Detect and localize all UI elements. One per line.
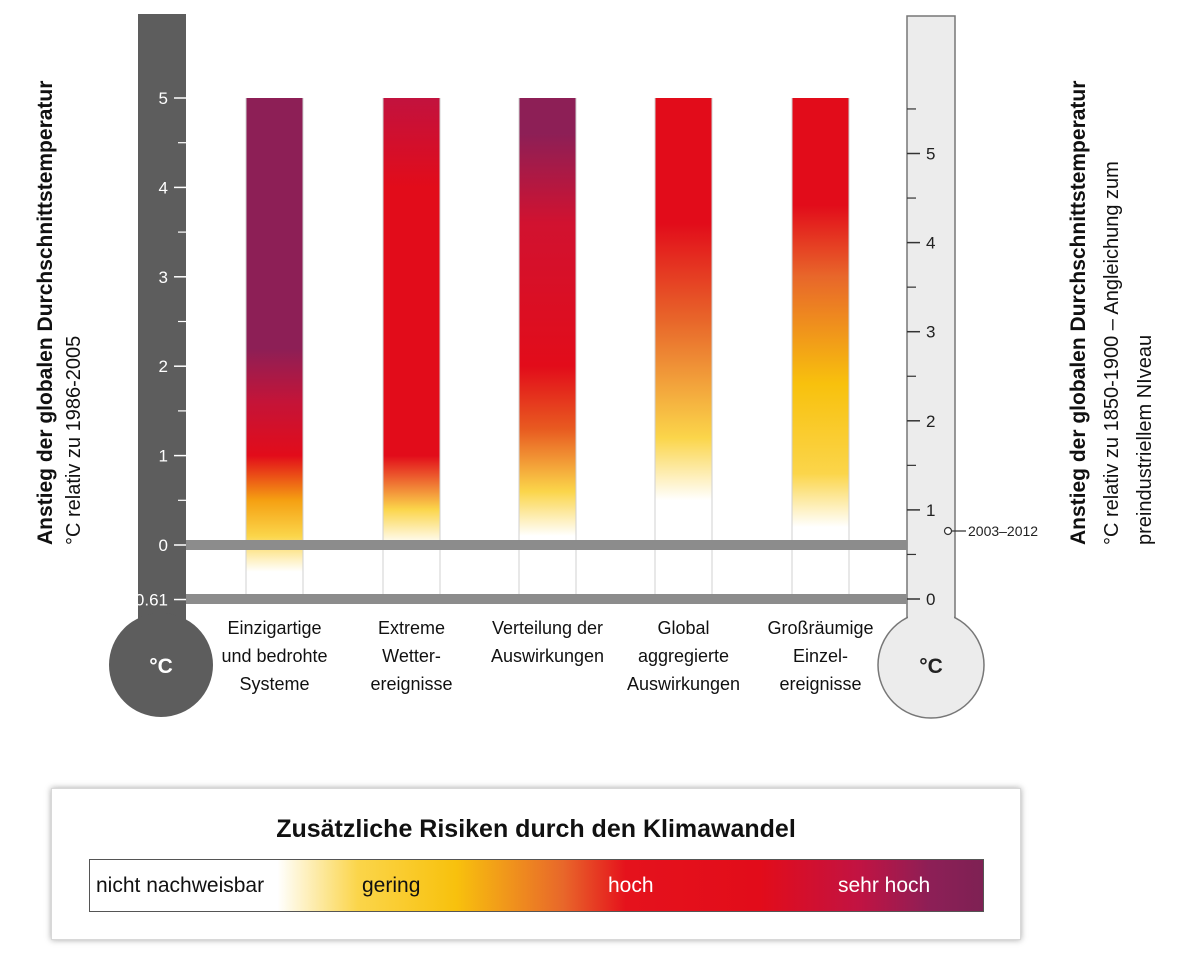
left-axis-tick-label: 3 [159,268,168,287]
right-axis-tick-label: 3 [926,323,935,342]
left-axis-subtitle: °C relativ zu 1986-2005 [63,336,85,545]
zero-line [186,540,907,550]
marker-label: 2003–2012 [968,523,1038,539]
category-label: ereignisse [370,674,452,694]
right-bulb-label: °C [919,655,943,678]
right-axis-tick-label: 5 [926,145,935,164]
category-label: Systeme [239,674,309,694]
category-label: Auswirkungen [491,646,604,666]
left-thermometer-tube [138,14,186,634]
marker-dot [943,526,953,536]
baseline-line [186,594,907,604]
risk-bar [655,98,712,594]
right-axis-subtitle-1: °C relativ zu 1850-1900 – Angleichung zu… [1101,161,1123,545]
category-label: Auswirkungen [627,674,740,694]
left-axis-tick-label: 4 [159,178,168,197]
category-label: Einzigartige [227,618,321,638]
legend-title: Zusätzliche Risiken durch den Klimawande… [276,815,796,843]
category-label: Extreme [378,618,445,638]
left-axis-title: Anstieg der globalen Durchschnittstemper… [34,81,57,545]
right-axis-tick-label: 1 [926,501,935,520]
category-label: Einzel- [793,646,848,666]
risk-bar [383,98,440,594]
risk-level-none: nicht nachweisbar [96,874,265,897]
risk-level-very-high: sehr hoch [838,874,931,897]
category-label: Verteilung der [492,618,603,638]
left-axis-tick-label: 2 [159,357,168,376]
category-label: und bedrohte [221,646,327,666]
right-axis-subtitle-2: preindustriellem NIveau [1134,335,1156,545]
left-bulb-label: °C [149,655,173,678]
legend-panel: Zusätzliche Risiken durch den Klimawande… [51,788,1021,940]
risk-bar [792,98,849,594]
left-axis-tick-label: 1 [159,447,168,466]
category-label: Großräumige [767,618,873,638]
risk-level-low: gering [362,874,421,897]
risk-level-high: hoch [608,874,654,897]
risk-bar [519,98,576,594]
right-axis-title: Anstieg der globalen Durchschnittstemper… [1067,81,1090,545]
risk-bar [246,98,303,594]
left-axis-tick-label: 0 [159,536,168,555]
risk-chart: °C °C 5 4 3 2 1 0 -0.61 5 4 3 2 1 0 2003–2012 Anstie… [34,14,1156,719]
left-axis-tick-label: -0.61 [129,591,168,610]
category-label: aggregierte [638,646,729,666]
category-label: Wetter- [382,646,441,666]
risk-scale-bar: nicht nachweisbar gering hoch sehr hoch [89,859,984,912]
right-axis-tick-label: 0 [926,590,935,609]
left-axis-tick-label: 5 [159,89,168,108]
left-thermometer-bulb [109,613,213,717]
category-label: ereignisse [779,674,861,694]
right-axis-tick-label: 4 [926,234,935,253]
right-axis-tick-label: 2 [926,412,935,431]
category-label: Global [657,618,709,638]
